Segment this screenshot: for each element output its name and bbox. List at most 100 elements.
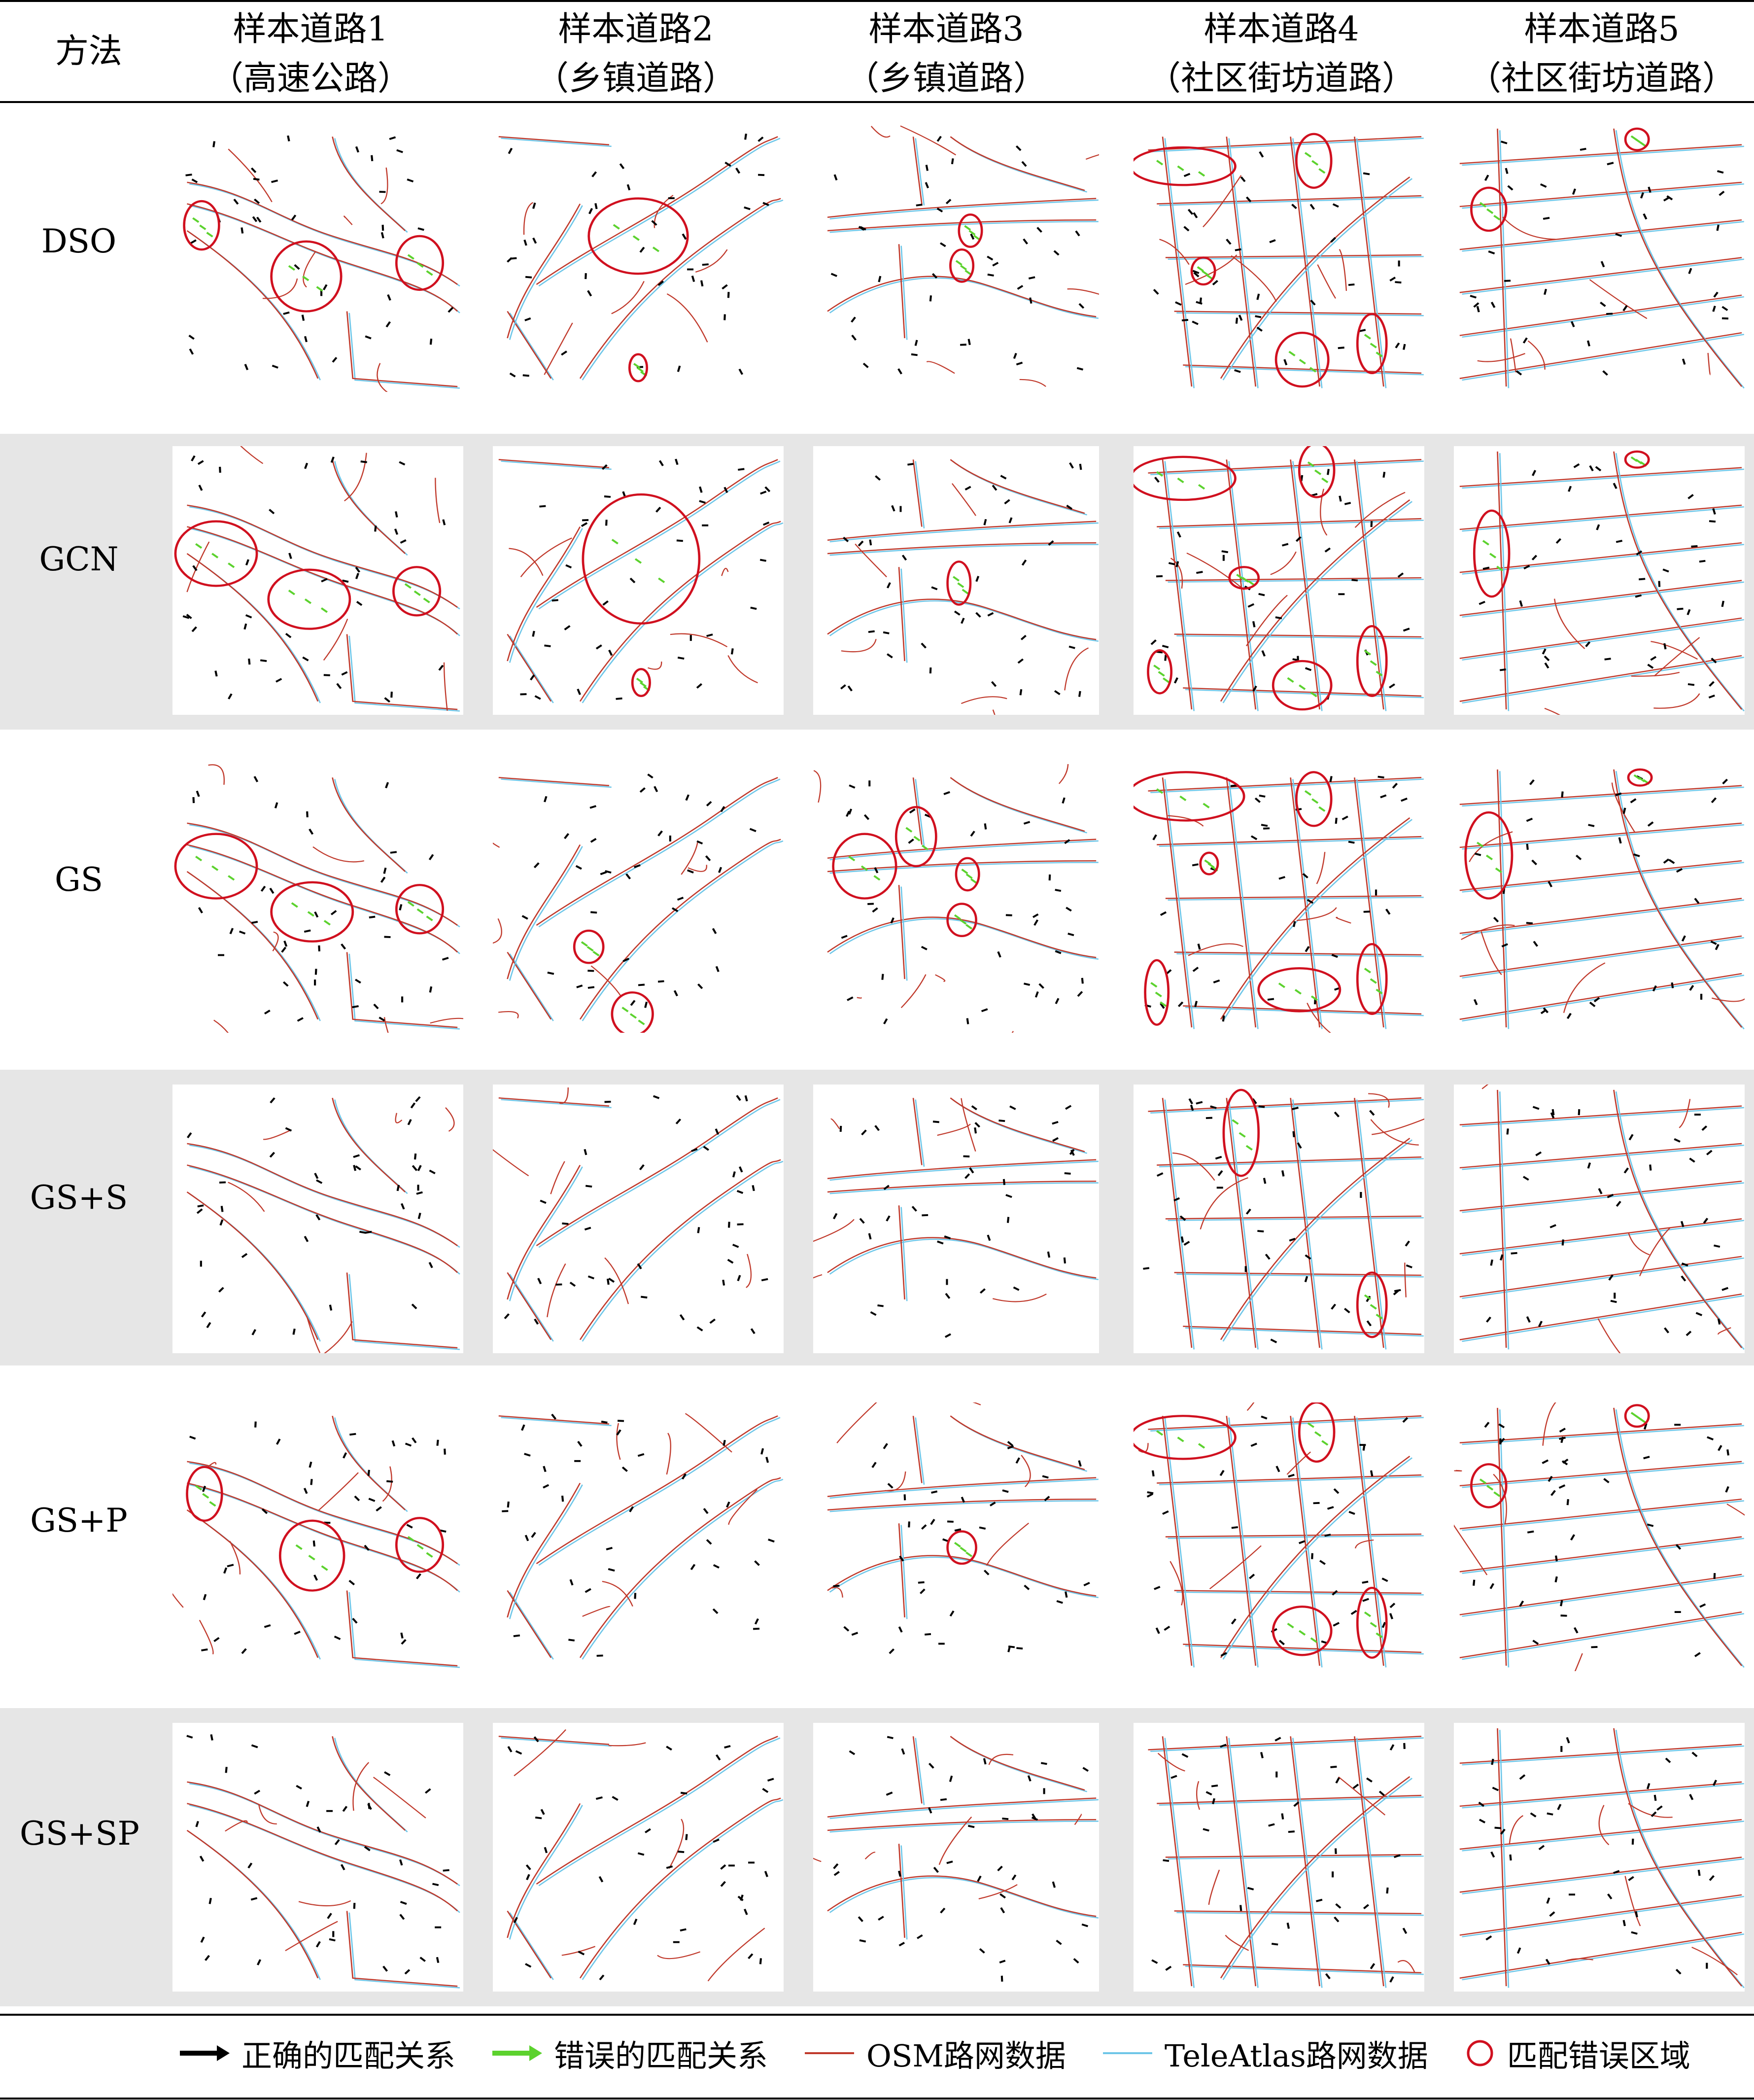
correct-match-arrow [1176, 531, 1181, 538]
correct-match-arrow [738, 1166, 743, 1173]
correct-match-arrow [213, 1637, 220, 1643]
correct-match-arrow [944, 1333, 951, 1338]
correct-match-arrow [1658, 581, 1661, 587]
correct-match-arrow [1075, 230, 1080, 237]
correct-match-arrow [584, 1226, 591, 1231]
osm-road [285, 1921, 338, 1952]
road-network-map [498, 458, 784, 703]
teleatlas-road [1150, 1099, 1424, 1114]
correct-match-arrow [765, 1457, 769, 1463]
correct-match-arrow [1252, 685, 1257, 692]
wrong-match-arrow [1370, 1304, 1377, 1310]
correct-match-arrow [726, 1501, 730, 1508]
correct-match-arrow [1028, 276, 1035, 280]
osm-road [1459, 504, 1742, 530]
road-network-map [827, 125, 1099, 387]
correct-match-arrow [925, 1633, 931, 1636]
correct-match-arrow [1550, 1490, 1556, 1496]
correct-match-arrow [699, 486, 703, 493]
method-label-gcn: GCN [39, 540, 119, 578]
teleatlas-road [509, 205, 583, 340]
correct-match-arrow [1064, 839, 1070, 844]
correct-match-arrow [1675, 1544, 1682, 1550]
correct-match-arrow [1526, 817, 1533, 822]
correct-match-arrow [210, 1734, 213, 1741]
osm-road [298, 1900, 351, 1907]
osm-road [1497, 769, 1507, 1028]
teleatlas-road [538, 1737, 781, 1887]
correct-match-arrow [589, 805, 597, 809]
wrong-match-arrow [962, 589, 969, 595]
correct-match-arrow [1183, 226, 1190, 232]
osm-road [1497, 1089, 1507, 1348]
correct-match-arrow [304, 336, 308, 343]
osm-road [559, 1087, 569, 1104]
correct-match-arrow [1069, 462, 1074, 469]
correct-match-arrow [1535, 1151, 1542, 1156]
osm-road [1480, 931, 1502, 975]
wrong-match-arrow [921, 844, 929, 850]
osm-road [1019, 379, 1046, 387]
correct-match-arrow [1163, 1859, 1169, 1862]
teleatlas-road [1164, 138, 1195, 388]
teleatlas-road [1185, 1645, 1424, 1655]
correct-match-arrow [1366, 1295, 1371, 1302]
teleatlas-road [915, 1099, 925, 1167]
road-network-map [827, 1402, 1099, 1654]
correct-match-arrow [521, 1424, 525, 1431]
correct-match-arrow [735, 168, 741, 174]
error-region-circle [1274, 331, 1330, 388]
correct-match-arrow [983, 519, 987, 525]
correct-match-arrow [1721, 317, 1729, 320]
correct-match-arrow [595, 644, 602, 650]
method-label-gs: GS [55, 861, 103, 899]
road-network-map [1459, 450, 1745, 715]
correct-match-arrow [1334, 1111, 1340, 1118]
correct-match-arrow [883, 1018, 888, 1024]
correct-match-arrow [1574, 1627, 1579, 1634]
correct-match-arrow [1305, 1254, 1311, 1260]
correct-match-arrow [417, 1213, 421, 1219]
correct-match-arrow [1055, 889, 1062, 892]
correct-match-arrow [218, 1287, 224, 1293]
correct-match-arrow [1363, 1904, 1370, 1910]
error-region-circle [1199, 851, 1219, 875]
correct-match-arrow [513, 1917, 518, 1924]
correct-match-arrow [757, 136, 764, 142]
osm-road [885, 1471, 906, 1492]
correct-match-arrow [1066, 907, 1072, 912]
correct-match-arrow [1271, 1943, 1278, 1946]
wrong-match-arrow [407, 254, 414, 260]
correct-match-arrow [833, 1863, 839, 1869]
teleatlas-road [1462, 334, 1745, 381]
correct-match-arrow [1000, 475, 1007, 480]
correct-match-arrow [182, 615, 190, 619]
header-sample-1-type: （高速公路） [209, 59, 411, 98]
correct-match-arrow [253, 776, 259, 782]
wrong-match-arrow [586, 946, 594, 952]
correct-match-arrow [384, 697, 391, 703]
map-thumbnail-r2-c1 [172, 446, 463, 715]
teleatlas-road [582, 840, 784, 1021]
osm-road [1726, 1504, 1745, 1516]
teleatlas-road [1150, 1737, 1424, 1752]
correct-match-arrow [340, 1864, 345, 1870]
correct-match-arrow [736, 1190, 744, 1194]
osm-road [332, 1098, 406, 1192]
osm-road [986, 1522, 1030, 1566]
correct-match-arrow [608, 1568, 615, 1572]
wrong-match-arrow [1202, 270, 1209, 276]
correct-match-arrow [1004, 499, 1010, 505]
correct-match-arrow [1304, 1276, 1308, 1283]
error-region-circle [270, 881, 354, 943]
correct-match-arrow [754, 1618, 759, 1625]
correct-match-arrow [1015, 145, 1022, 151]
teleatlas-road [1159, 197, 1424, 206]
osm-road [187, 844, 458, 953]
teleatlas-road [1462, 975, 1745, 1022]
correct-match-arrow [585, 273, 587, 280]
correct-match-arrow [269, 887, 275, 894]
teleatlas-road [1462, 1220, 1744, 1256]
wrong-match-arrow [206, 232, 213, 238]
correct-match-arrow [1293, 921, 1296, 927]
